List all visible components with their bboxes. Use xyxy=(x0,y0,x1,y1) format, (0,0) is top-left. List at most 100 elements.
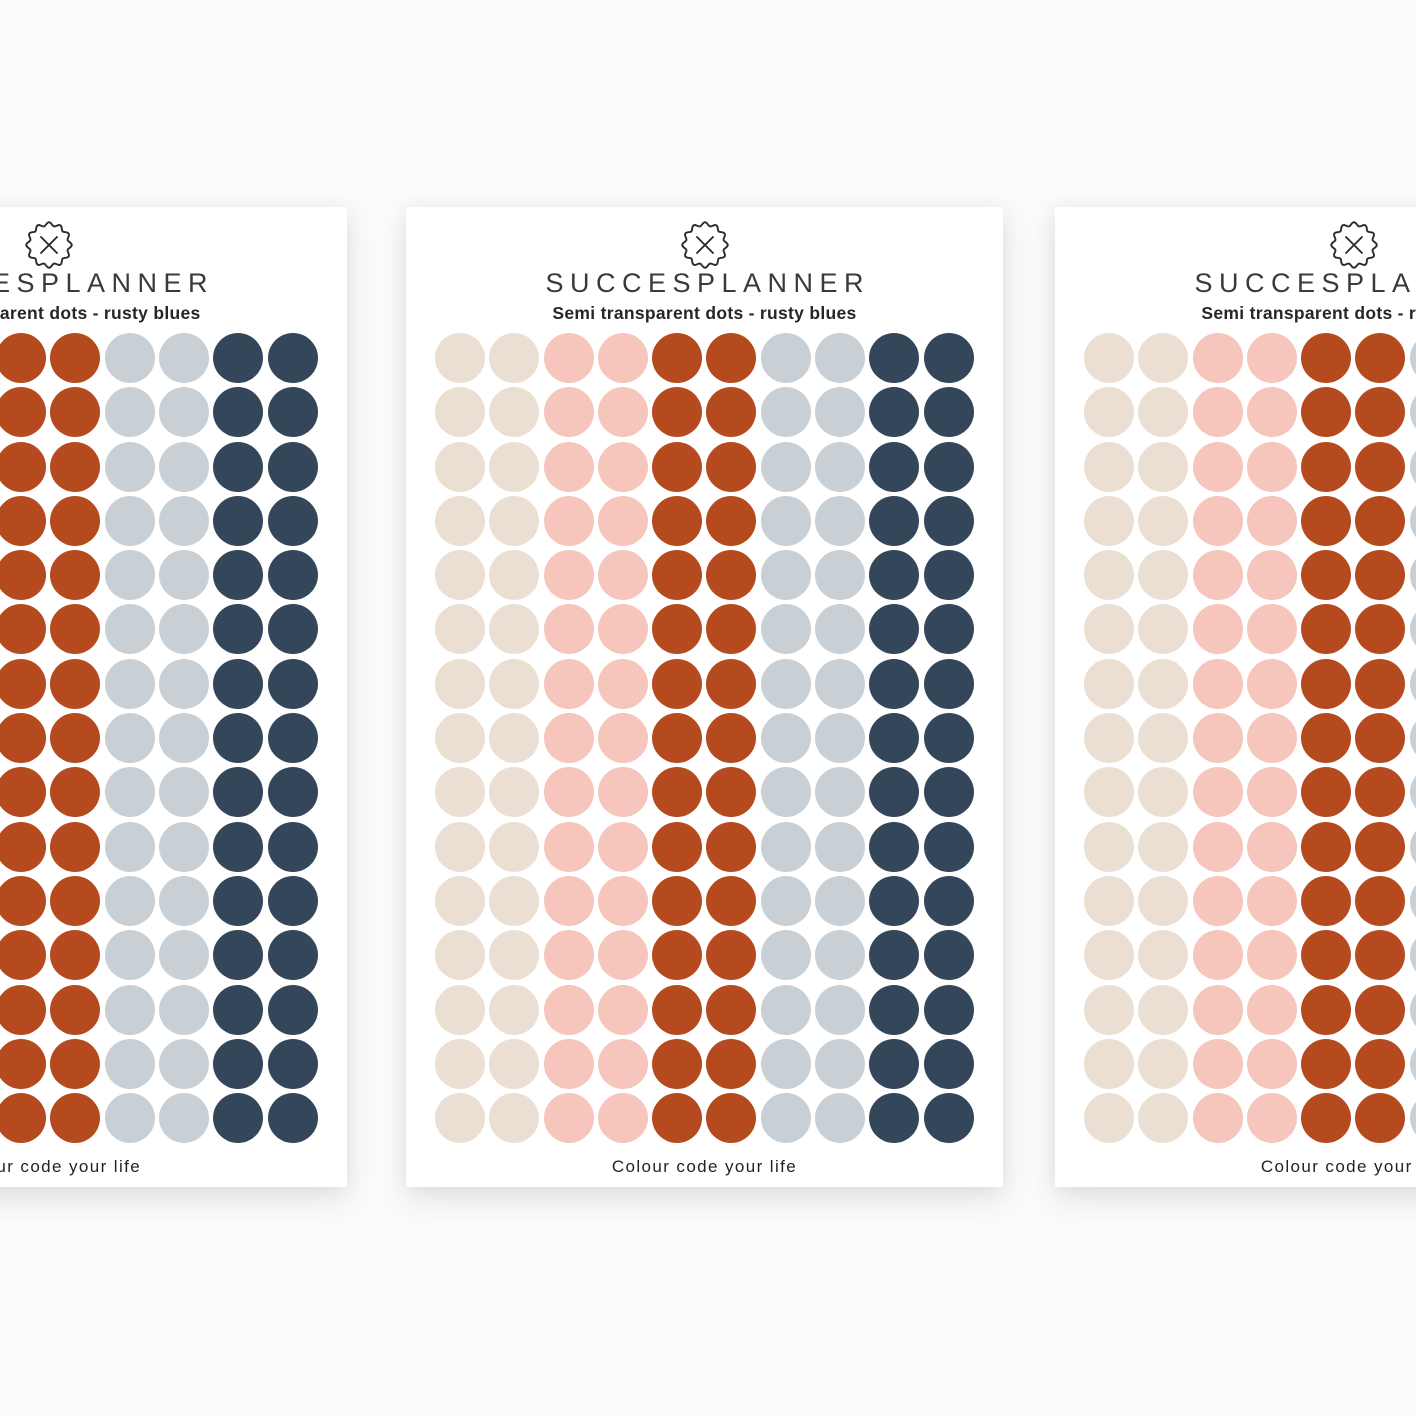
sticker-dot-pink xyxy=(1192,441,1243,492)
sticker-dot-rust xyxy=(50,1093,101,1144)
sticker-dot-rust xyxy=(50,550,101,601)
sticker-dot-pink xyxy=(1192,1093,1243,1144)
sticker-dot-gray xyxy=(1409,604,1416,655)
sticker-dot-rust xyxy=(1301,984,1352,1035)
sticker-dot-navy xyxy=(869,1038,920,1089)
sticker-dot-cream xyxy=(1138,875,1189,926)
sticker-dot-pink xyxy=(1246,767,1297,818)
sticker-dot-rust xyxy=(706,550,757,601)
sticker-dot-gray xyxy=(159,713,210,764)
sticker-dot-navy xyxy=(213,767,264,818)
sticker-dot-gray xyxy=(104,767,155,818)
sticker-dot-rust xyxy=(652,1038,703,1089)
sticker-dot-pink xyxy=(1192,333,1243,383)
sticker-dot-rust xyxy=(1355,713,1406,764)
sticker-dot-gray xyxy=(1409,767,1416,818)
sticker-dot-navy xyxy=(267,767,318,818)
sticker-dot-gray xyxy=(815,875,866,926)
sticker-dot-cream xyxy=(489,821,540,872)
sticker-dot-gray xyxy=(1409,333,1416,383)
dots-grid xyxy=(435,333,974,1144)
sticker-dot-cream xyxy=(435,713,485,764)
sticker-dot-gray xyxy=(815,604,866,655)
sticker-dot-gray xyxy=(104,387,155,438)
sticker-dot-cream xyxy=(1084,875,1134,926)
sticker-dot-cream xyxy=(1084,1093,1134,1144)
sticker-dot-cream xyxy=(1084,767,1134,818)
sticker-dot-rust xyxy=(652,387,703,438)
sticker-dot-rust xyxy=(652,984,703,1035)
sticker-dot-navy xyxy=(869,767,920,818)
sticker-dot-rust xyxy=(0,875,47,926)
sticker-dot-navy xyxy=(267,930,318,981)
sticker-dot-pink xyxy=(597,387,648,438)
sticker-dot-gray xyxy=(760,984,811,1035)
sticker-dot-pink xyxy=(543,875,594,926)
sticker-dot-gray xyxy=(760,387,811,438)
sticker-dot-rust xyxy=(0,333,47,383)
sticker-dot-cream xyxy=(1138,333,1189,383)
sticker-dot-rust xyxy=(50,984,101,1035)
sticker-dot-pink xyxy=(543,930,594,981)
sticker-dot-gray xyxy=(815,984,866,1035)
sticker-dot-cream xyxy=(1084,495,1134,546)
sticker-dot-navy xyxy=(267,604,318,655)
sticker-dot-rust xyxy=(1355,604,1406,655)
sticker-dot-gray xyxy=(760,767,811,818)
sticker-dot-cream xyxy=(489,984,540,1035)
sticker-dot-gray xyxy=(1409,658,1416,709)
sticker-dot-cream xyxy=(1138,767,1189,818)
sticker-dot-pink xyxy=(543,1093,594,1144)
sticker-dot-pink xyxy=(543,333,594,383)
sticker-dot-cream xyxy=(435,767,485,818)
sticker-dot-gray xyxy=(159,767,210,818)
sticker-dot-navy xyxy=(267,821,318,872)
sticker-dot-rust xyxy=(0,767,47,818)
sticker-dot-navy xyxy=(213,875,264,926)
sticker-dot-pink xyxy=(1192,1038,1243,1089)
sticker-dot-gray xyxy=(815,1038,866,1089)
sticker-dot-pink xyxy=(543,550,594,601)
sticker-dot-cream xyxy=(1138,495,1189,546)
sticker-dot-cream xyxy=(435,1093,485,1144)
sticker-dot-pink xyxy=(1246,550,1297,601)
sticker-dot-pink xyxy=(1246,821,1297,872)
sticker-dot-navy xyxy=(869,658,920,709)
sticker-dot-gray xyxy=(104,550,155,601)
sticker-dot-cream xyxy=(489,658,540,709)
sticker-dot-rust xyxy=(706,658,757,709)
sticker-dot-rust xyxy=(1355,1093,1406,1144)
sticker-dot-gray xyxy=(1409,387,1416,438)
sticker-dot-gray xyxy=(104,821,155,872)
sticker-dot-gray xyxy=(760,821,811,872)
sticker-dot-rust xyxy=(1355,875,1406,926)
sticker-dot-navy xyxy=(923,821,974,872)
sticker-dot-rust xyxy=(1301,550,1352,601)
sticker-dot-cream xyxy=(489,441,540,492)
sticker-dot-pink xyxy=(543,387,594,438)
sticker-dot-cream xyxy=(1138,604,1189,655)
sticker-dot-rust xyxy=(50,930,101,981)
sticker-dot-rust xyxy=(652,1093,703,1144)
sticker-dot-gray xyxy=(760,1038,811,1089)
sticker-dot-rust xyxy=(1355,658,1406,709)
sticker-dot-pink xyxy=(543,495,594,546)
sticker-dot-rust xyxy=(0,984,47,1035)
sticker-dot-navy xyxy=(923,930,974,981)
sticker-dot-rust xyxy=(1301,821,1352,872)
sticker-dot-cream xyxy=(1084,930,1134,981)
sticker-dot-rust xyxy=(1301,441,1352,492)
sticker-dot-navy xyxy=(869,604,920,655)
sticker-dot-rust xyxy=(0,387,47,438)
sticker-dot-rust xyxy=(0,930,47,981)
sticker-dot-rust xyxy=(706,333,757,383)
sticker-dot-gray xyxy=(104,1038,155,1089)
sticker-dot-gray xyxy=(1409,875,1416,926)
sticker-dot-gray xyxy=(159,1038,210,1089)
sticker-dot-gray xyxy=(815,821,866,872)
sticker-dot-navy xyxy=(267,875,318,926)
sticker-dot-navy xyxy=(213,604,264,655)
sticker-dot-pink xyxy=(1192,713,1243,764)
sticker-dot-cream xyxy=(1084,550,1134,601)
sticker-dot-rust xyxy=(0,821,47,872)
